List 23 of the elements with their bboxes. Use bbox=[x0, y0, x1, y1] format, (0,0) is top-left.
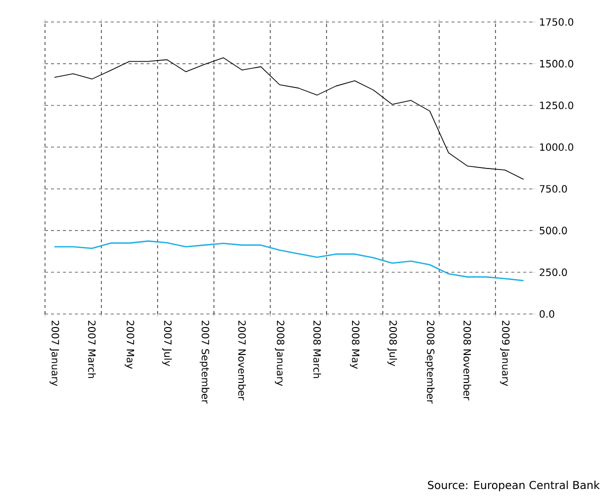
x-tick-label: 2007 March bbox=[88, 320, 96, 378]
x-tick-label: 2007 September bbox=[200, 320, 210, 404]
y-tick-label: 1000.0 bbox=[540, 143, 574, 151]
x-tick-label: 2008 November bbox=[463, 320, 472, 400]
y-tick-label: 250.0 bbox=[540, 268, 567, 276]
line-series bbox=[54, 240, 524, 282]
x-tick-label: 2009 January bbox=[500, 320, 510, 386]
x-tick-label: 2008 September bbox=[424, 320, 435, 404]
y-tick-label: 1500.0 bbox=[540, 60, 574, 68]
x-tick-label: 2007 May bbox=[124, 320, 134, 369]
source-note: Source: European Central Bank bbox=[428, 480, 600, 492]
x-tick-label: 2008 January bbox=[274, 320, 284, 386]
x-tick-label: 2008 March bbox=[313, 320, 322, 378]
x-tick-label: 2007 November bbox=[238, 320, 246, 400]
x-tick-label: 2008 May bbox=[350, 320, 360, 369]
y-tick-label: 0.0 bbox=[540, 310, 554, 318]
x-tick-label: 2008 July bbox=[387, 320, 398, 366]
x-tick-label: 2007 January bbox=[50, 320, 60, 386]
y-tick-label: 1750.0 bbox=[540, 18, 574, 26]
x-tick-label: 2007 July bbox=[162, 320, 172, 366]
y-tick-label: 1250.0 bbox=[540, 102, 574, 110]
y-tick-label: 750.0 bbox=[540, 185, 567, 193]
y-tick-label: 500.0 bbox=[540, 226, 567, 234]
